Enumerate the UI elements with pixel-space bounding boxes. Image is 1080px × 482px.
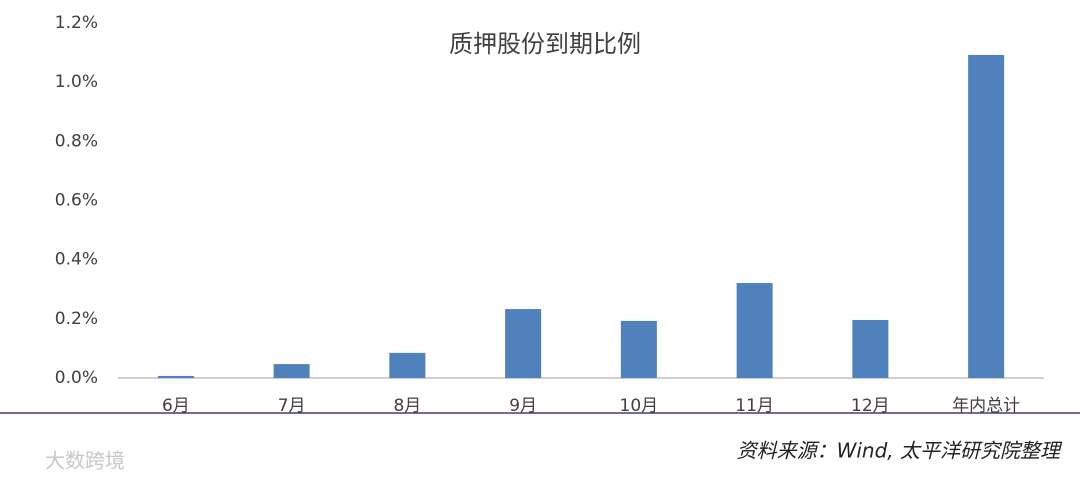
bar bbox=[505, 309, 542, 378]
x-tick-label: 10月 bbox=[620, 396, 659, 416]
bar bbox=[620, 320, 657, 378]
y-tick-label: 1.2% bbox=[55, 13, 98, 33]
x-tick-label: 7月 bbox=[278, 396, 306, 416]
bar bbox=[157, 375, 194, 378]
x-tick-label: 6月 bbox=[162, 396, 190, 416]
source-note: 资料来源：Wind, 太平洋研究院整理 bbox=[737, 439, 1063, 463]
y-tick-label: 1.0% bbox=[55, 72, 98, 92]
x-tick-label: 12月 bbox=[851, 396, 890, 416]
y-tick-label: 0.0% bbox=[55, 368, 98, 388]
y-tick-label: 0.6% bbox=[55, 191, 98, 211]
bar bbox=[736, 283, 773, 378]
x-tick-label: 9月 bbox=[509, 396, 537, 416]
x-tick-label: 8月 bbox=[393, 396, 421, 416]
y-tick-label: 0.8% bbox=[55, 131, 98, 151]
y-tick-label: 0.2% bbox=[55, 309, 98, 329]
x-tick-label: 11月 bbox=[735, 396, 774, 416]
chart-title: 质押股份到期比例 bbox=[449, 30, 641, 58]
x-tick-label: 年内总计 bbox=[952, 396, 1020, 416]
y-tick-label: 0.4% bbox=[55, 250, 98, 270]
bar bbox=[852, 320, 889, 378]
bar bbox=[273, 364, 310, 378]
bar bbox=[389, 352, 426, 378]
bar bbox=[968, 54, 1005, 378]
watermark: 大数跨境 bbox=[45, 449, 125, 473]
